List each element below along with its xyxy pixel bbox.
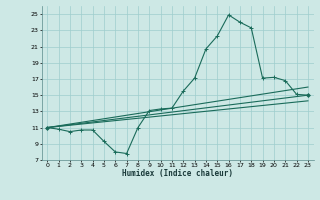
X-axis label: Humidex (Indice chaleur): Humidex (Indice chaleur) [122, 169, 233, 178]
